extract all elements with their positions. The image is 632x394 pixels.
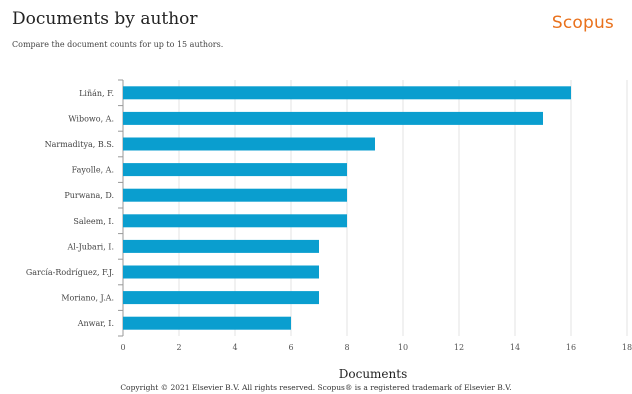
- bar[interactable]: [123, 111, 543, 125]
- category-label: Narmaditya, B.S.: [45, 140, 114, 149]
- bar[interactable]: [123, 214, 347, 228]
- category-label: Wibowo, A.: [68, 114, 114, 123]
- category-label: Moriano, J.A.: [61, 294, 114, 303]
- axes: [118, 79, 124, 337]
- x-tick-label: 10: [398, 343, 408, 352]
- category-label: García-Rodríguez, F.J.: [26, 268, 114, 277]
- chart-subtitle: Compare the document counts for up to 15…: [12, 40, 224, 49]
- x-tick-labels: 0 2 4 6 8 10 12 14 16 18: [120, 343, 632, 352]
- bar[interactable]: [123, 239, 319, 253]
- copyright-footer: Copyright © 2021 Elsevier B.V. All right…: [120, 383, 512, 392]
- bar[interactable]: [123, 137, 375, 151]
- x-tick-label: 14: [510, 343, 520, 352]
- bar[interactable]: [123, 86, 571, 100]
- category-label: Purwana, D.: [64, 191, 114, 200]
- x-tick-label: 6: [288, 343, 293, 352]
- category-label: Fayolle, A.: [72, 166, 114, 175]
- chart-title: Documents by author: [12, 9, 198, 29]
- x-tick-label: 2: [176, 343, 181, 352]
- category-labels: Liñán, F. Wibowo, A. Narmaditya, B.S. Fayol…: [26, 89, 114, 328]
- category-label: Anwar, I.: [77, 319, 114, 328]
- bar[interactable]: [123, 163, 347, 177]
- x-tick-label: 8: [344, 343, 349, 352]
- x-tick-label: 4: [232, 343, 237, 352]
- x-tick-label: 18: [622, 343, 632, 352]
- x-tick-label: 16: [566, 343, 576, 352]
- bar[interactable]: [123, 188, 347, 202]
- category-label: Liñán, F.: [79, 89, 114, 98]
- category-label: Al-Jubari, I.: [67, 242, 114, 251]
- bar[interactable]: [123, 265, 319, 279]
- x-axis-title: Documents: [339, 367, 407, 381]
- category-label: Saleem, I.: [73, 217, 114, 226]
- bar[interactable]: [123, 291, 319, 305]
- bar[interactable]: [123, 316, 291, 330]
- bars: [123, 86, 571, 330]
- scopus-logo[interactable]: Scopus: [551, 13, 614, 33]
- x-tick-label: 0: [120, 343, 125, 352]
- x-tick-label: 12: [454, 343, 464, 352]
